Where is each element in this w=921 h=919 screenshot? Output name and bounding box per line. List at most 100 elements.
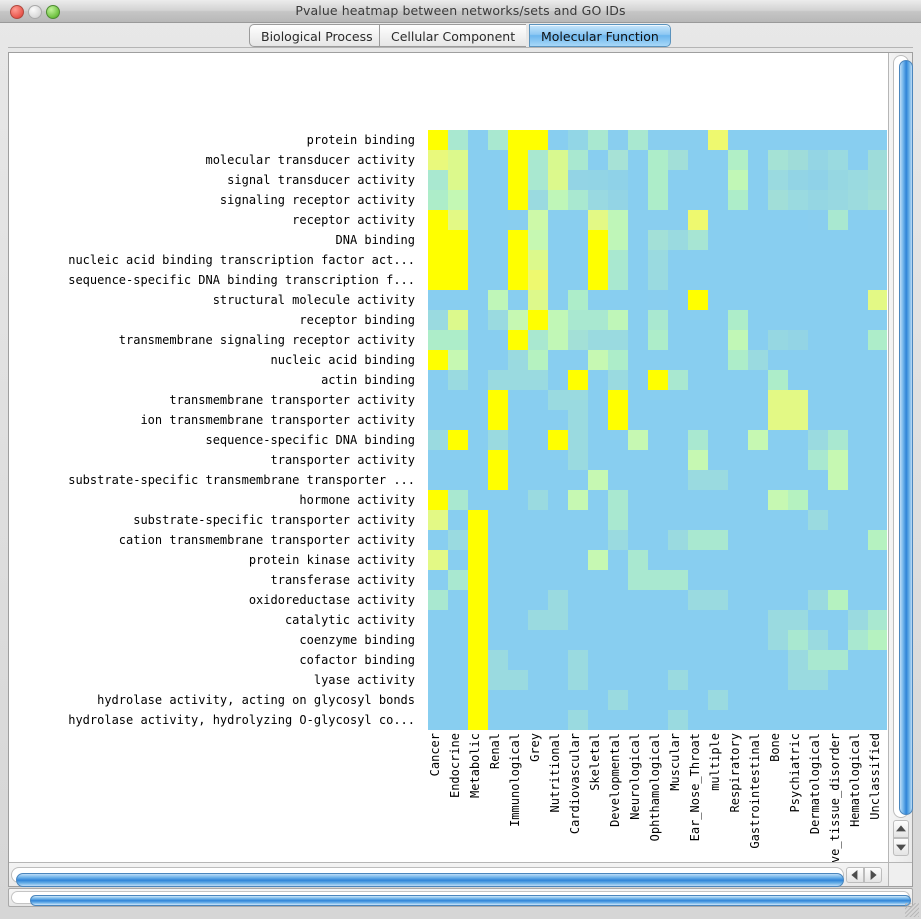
heatmap-cell[interactable] <box>488 190 508 210</box>
heatmap-cell[interactable] <box>588 710 608 730</box>
heatmap-cell[interactable] <box>508 610 528 630</box>
heatmap-cell[interactable] <box>848 310 868 330</box>
heatmap-cell[interactable] <box>648 250 668 270</box>
heatmap-cell[interactable] <box>568 510 588 530</box>
heatmap-cell[interactable] <box>868 210 887 230</box>
heatmap-cell[interactable] <box>488 670 508 690</box>
heatmap-cell[interactable] <box>608 330 628 350</box>
heatmap-cell[interactable] <box>808 330 828 350</box>
heatmap-cell[interactable] <box>648 710 668 730</box>
heatmap-cell[interactable] <box>848 670 868 690</box>
heatmap-cell[interactable] <box>468 130 488 150</box>
heatmap-cell[interactable] <box>548 150 568 170</box>
heatmap-cell[interactable] <box>708 210 728 230</box>
heatmap-cell[interactable] <box>608 390 628 410</box>
heatmap-cell[interactable] <box>588 270 608 290</box>
heatmap-cell[interactable] <box>568 310 588 330</box>
heatmap-cell[interactable] <box>448 230 468 250</box>
heatmap-cell[interactable] <box>688 450 708 470</box>
heatmap-cell[interactable] <box>428 630 448 650</box>
heatmap-cell[interactable] <box>728 410 748 430</box>
heatmap-cell[interactable] <box>768 270 788 290</box>
heatmap-cell[interactable] <box>528 510 548 530</box>
heatmap-cell[interactable] <box>728 310 748 330</box>
heatmap-cell[interactable] <box>528 710 548 730</box>
heatmap-cell[interactable] <box>648 430 668 450</box>
heatmap-canvas[interactable]: protein binding molecular transducer acti… <box>9 53 888 862</box>
heatmap-cell[interactable] <box>468 150 488 170</box>
heatmap-cell[interactable] <box>648 230 668 250</box>
heatmap-cell[interactable] <box>688 490 708 510</box>
heatmap-cell[interactable] <box>768 630 788 650</box>
heatmap-cell[interactable] <box>668 390 688 410</box>
horizontal-scrollbar[interactable] <box>9 862 888 887</box>
heatmap-cell[interactable] <box>628 530 648 550</box>
heatmap-cell[interactable] <box>568 550 588 570</box>
heatmap-cell[interactable] <box>648 570 668 590</box>
heatmap-cell[interactable] <box>628 390 648 410</box>
heatmap-cell[interactable] <box>868 490 887 510</box>
heatmap-cell[interactable] <box>468 170 488 190</box>
heatmap-cell[interactable] <box>628 130 648 150</box>
heatmap-cell[interactable] <box>588 150 608 170</box>
heatmap-cell[interactable] <box>748 150 768 170</box>
heatmap-cell[interactable] <box>688 350 708 370</box>
heatmap-cell[interactable] <box>568 270 588 290</box>
heatmap-cell[interactable] <box>808 190 828 210</box>
heatmap-cell[interactable] <box>668 310 688 330</box>
heatmap-cell[interactable] <box>508 530 528 550</box>
heatmap-cell[interactable] <box>868 330 887 350</box>
heatmap-cell[interactable] <box>688 130 708 150</box>
heatmap-cell[interactable] <box>788 310 808 330</box>
heatmap-cell[interactable] <box>848 290 868 310</box>
heatmap-cell[interactable] <box>748 210 768 230</box>
heatmap-cell[interactable] <box>788 630 808 650</box>
heatmap-cell[interactable] <box>428 330 448 350</box>
heatmap-cell[interactable] <box>868 610 887 630</box>
heatmap-cell[interactable] <box>828 450 848 470</box>
heatmap-cell[interactable] <box>488 610 508 630</box>
heatmap-cell[interactable] <box>508 450 528 470</box>
heatmap-cell[interactable] <box>828 250 848 270</box>
heatmap-cell[interactable] <box>628 370 648 390</box>
heatmap-cell[interactable] <box>548 350 568 370</box>
heatmap-cell[interactable] <box>588 170 608 190</box>
heatmap-cell[interactable] <box>508 550 528 570</box>
heatmap-cell[interactable] <box>688 630 708 650</box>
heatmap-cell[interactable] <box>708 470 728 490</box>
heatmap-cell[interactable] <box>428 670 448 690</box>
heatmap-cell[interactable] <box>528 450 548 470</box>
heatmap-cell[interactable] <box>508 570 528 590</box>
heatmap-cell[interactable] <box>468 270 488 290</box>
heatmap-cell[interactable] <box>868 590 887 610</box>
heatmap-cell[interactable] <box>828 310 848 330</box>
heatmap-cell[interactable] <box>668 430 688 450</box>
heatmap-cell[interactable] <box>568 690 588 710</box>
heatmap-cell[interactable] <box>628 610 648 630</box>
heatmap-cell[interactable] <box>788 390 808 410</box>
heatmap-cell[interactable] <box>828 670 848 690</box>
heatmap-cell[interactable] <box>428 530 448 550</box>
heatmap-cell[interactable] <box>508 330 528 350</box>
heatmap-cell[interactable] <box>768 190 788 210</box>
heatmap-cell[interactable] <box>548 610 568 630</box>
heatmap-cell[interactable] <box>848 470 868 490</box>
heatmap-cell[interactable] <box>748 130 768 150</box>
heatmap-cell[interactable] <box>848 330 868 350</box>
heatmap-cell[interactable] <box>728 270 748 290</box>
heatmap-cell[interactable] <box>708 490 728 510</box>
heatmap-cell[interactable] <box>488 330 508 350</box>
heatmap-cell[interactable] <box>568 630 588 650</box>
heatmap-cell[interactable] <box>528 390 548 410</box>
vertical-scrollbar[interactable] <box>888 53 913 862</box>
heatmap-cell[interactable] <box>748 550 768 570</box>
heatmap-cell[interactable] <box>748 230 768 250</box>
heatmap-cell[interactable] <box>648 690 668 710</box>
heatmap-cell[interactable] <box>488 410 508 430</box>
heatmap-cell[interactable] <box>748 530 768 550</box>
heatmap-cell[interactable] <box>788 710 808 730</box>
tab-molecular-function[interactable]: Molecular Function <box>529 24 671 47</box>
heatmap-cell[interactable] <box>428 610 448 630</box>
heatmap-cell[interactable] <box>868 310 887 330</box>
heatmap-cell[interactable] <box>668 590 688 610</box>
